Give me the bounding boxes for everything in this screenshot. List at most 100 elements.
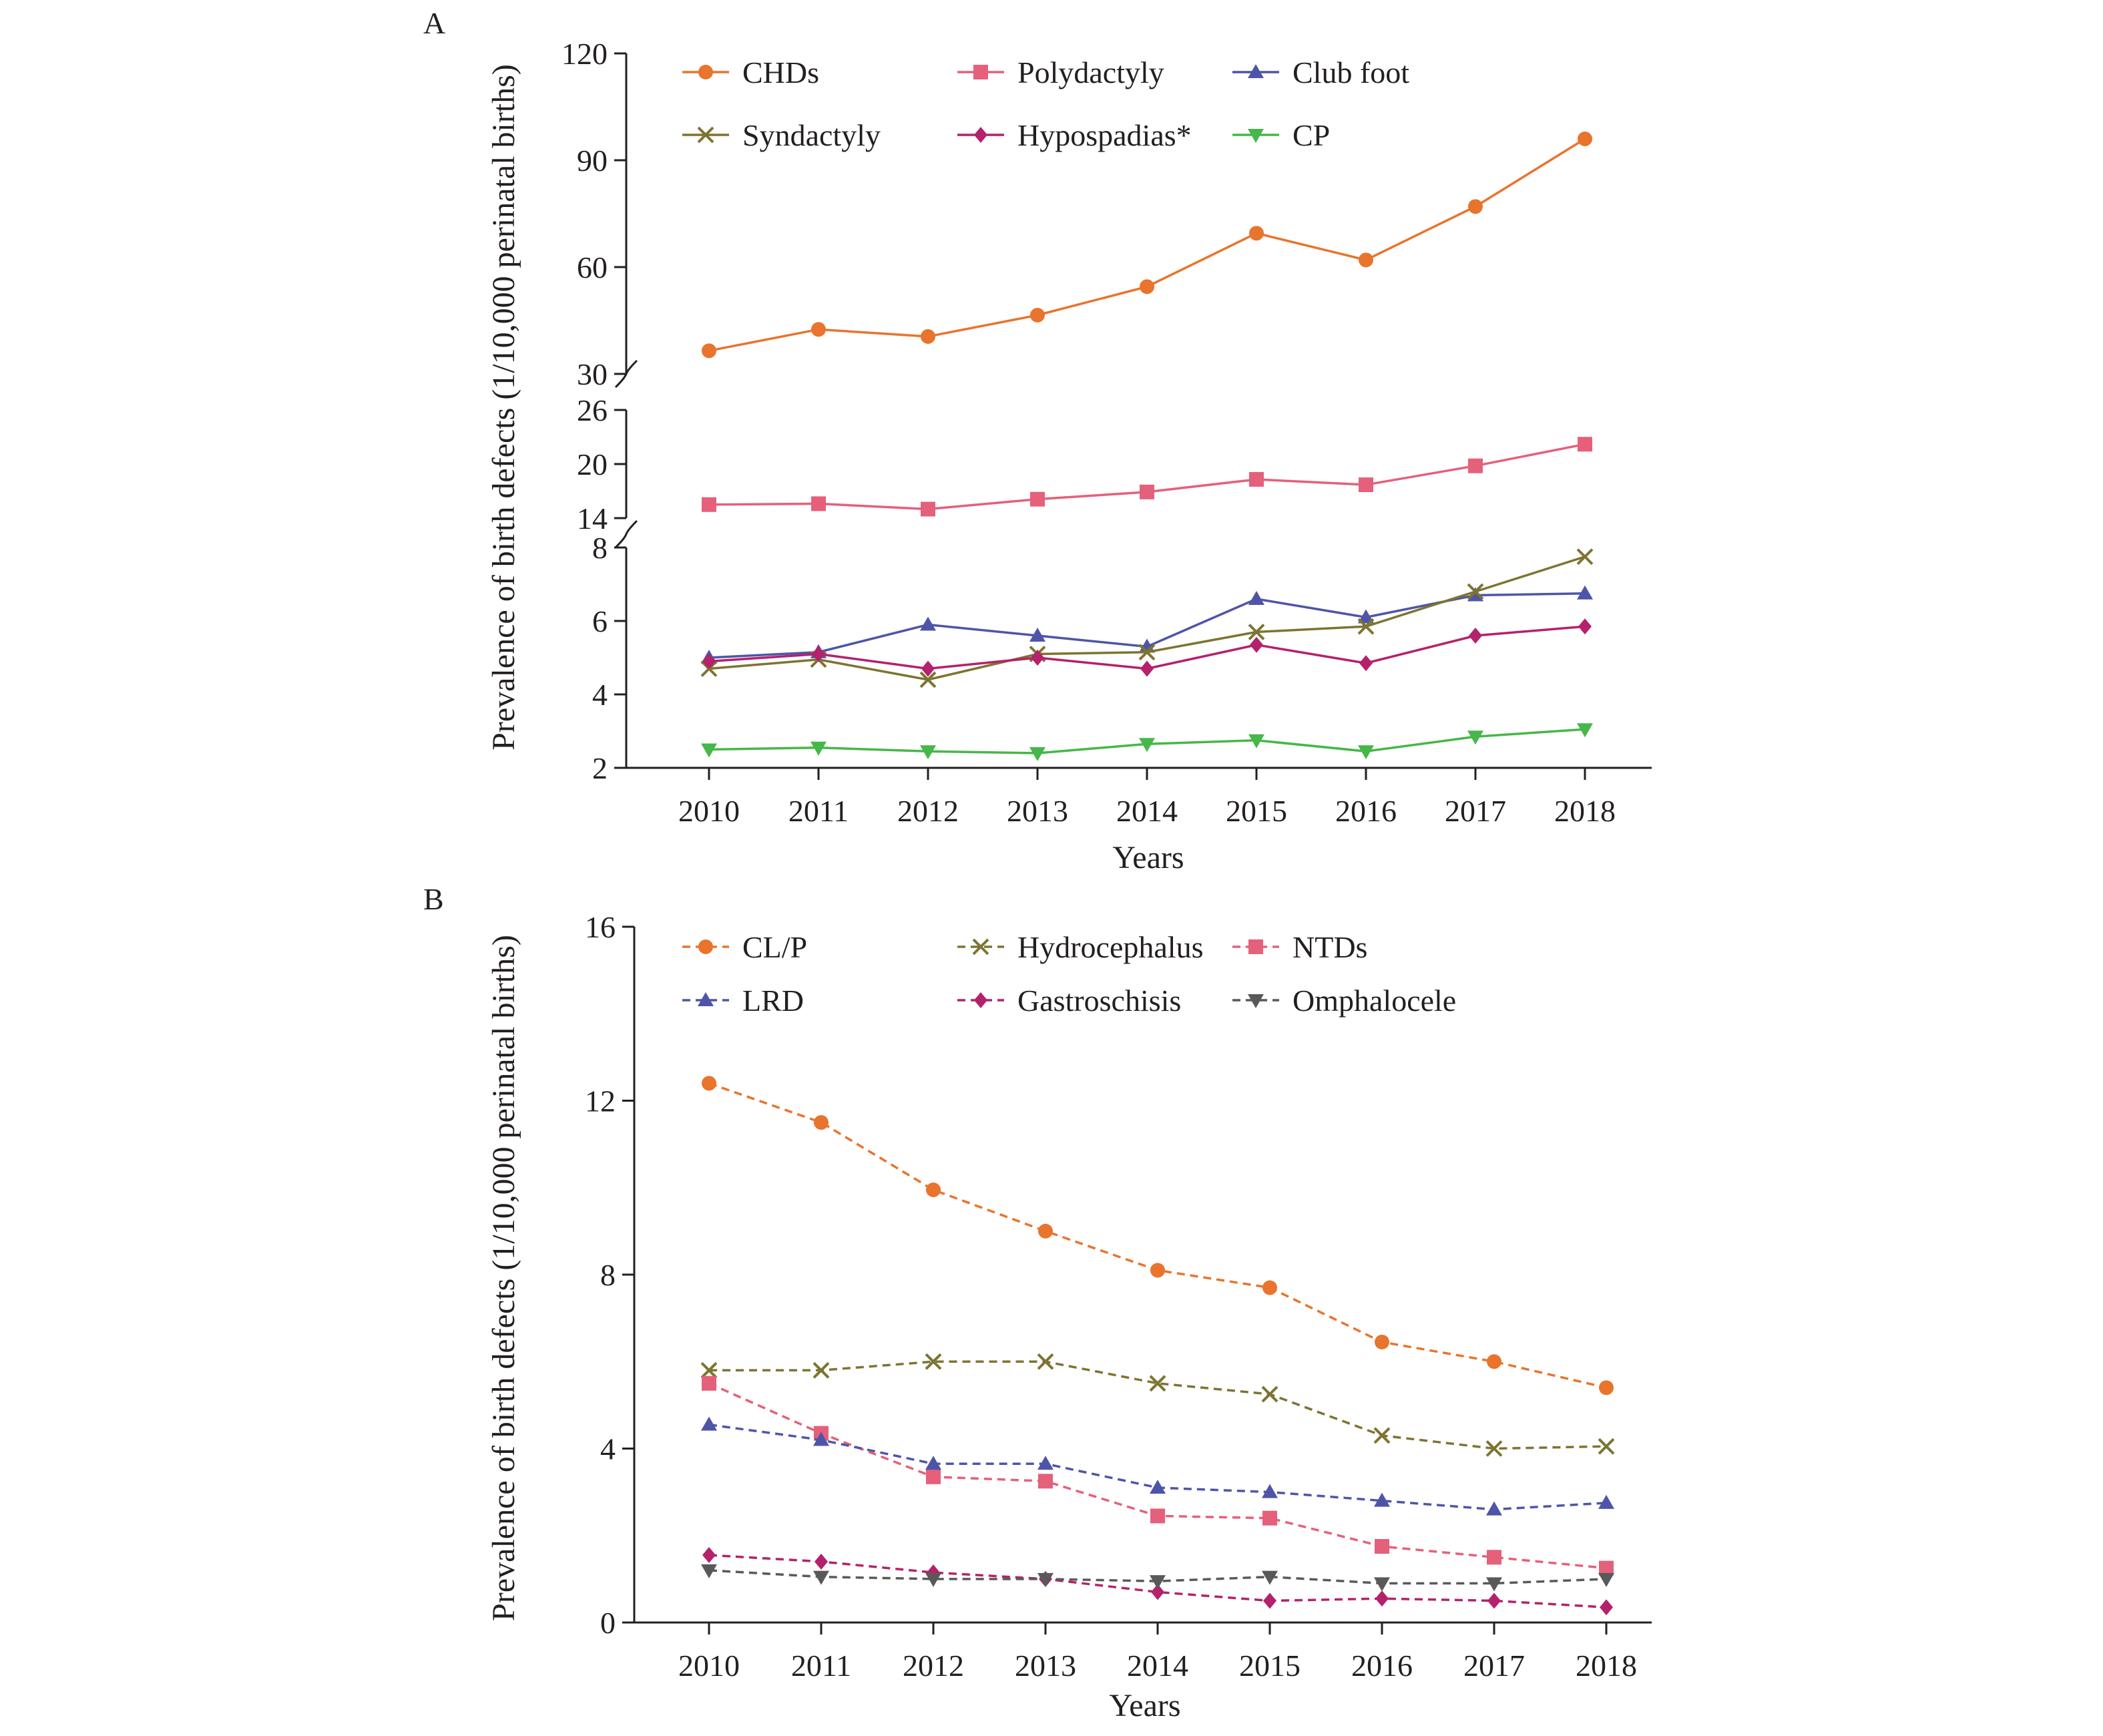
x-tick-label: 2015 (1239, 1649, 1301, 1683)
series-line-lrd (708, 1423, 1607, 1511)
series-polydactyly (702, 437, 1592, 517)
data-point-ntds-2017 (1487, 1550, 1501, 1565)
data-point-cp-2015 (1248, 734, 1264, 748)
data-point-chds-2013 (1030, 308, 1045, 322)
data-point-cl-p-2010 (702, 1076, 716, 1091)
data-point-chds-2017 (1468, 199, 1483, 214)
y-tick-label: 120 (561, 37, 608, 71)
data-point-cp-2013 (1029, 747, 1045, 761)
data-point-cl-p-2017 (1487, 1354, 1501, 1369)
legend-swatch-marker (698, 65, 713, 79)
data-point-lrd-2017 (1486, 1501, 1502, 1516)
data-point-hydrocephalus-2018 (1598, 1438, 1615, 1455)
data-point-gastroschisis-2017 (1487, 1592, 1501, 1609)
legend-item-hydrocephalus: Hydrocephalus (957, 930, 1203, 964)
legend-label: Syndactyly (742, 118, 881, 152)
series-hydrocephalus (700, 1353, 1615, 1457)
x-tick-label: 2011 (788, 794, 849, 828)
data-point-hydrocephalus-2014 (1149, 1375, 1166, 1392)
y-tick-label: 26 (577, 393, 608, 427)
data-point-cp-2018 (1577, 723, 1593, 738)
data-point-club-foot-2013 (1029, 628, 1045, 642)
data-point-omphalocele-2016 (1374, 1577, 1390, 1592)
series-cp (701, 723, 1593, 761)
data-point-gastroschisis-2010 (702, 1547, 716, 1564)
data-point-cl-p-2015 (1262, 1280, 1277, 1295)
legend-swatch-marker (1248, 939, 1263, 954)
data-point-hydrocephalus-2012 (925, 1353, 942, 1370)
series-line-polydactyly (708, 443, 1586, 511)
y-tick-label: 14 (577, 501, 608, 535)
legend-swatch-marker (973, 65, 988, 79)
y-tick-label: 4 (592, 678, 608, 712)
data-point-omphalocele-2012 (925, 1572, 941, 1587)
data-point-chds-2015 (1249, 226, 1264, 241)
data-point-hydrocephalus-2013 (1037, 1353, 1054, 1370)
x-tick-label: 2014 (1127, 1649, 1188, 1683)
panel-a-y-axis-title: Prevalence of birth defects (1/10,000 pe… (486, 64, 521, 750)
y-tick-label: 2 (592, 751, 608, 785)
series-line-hydrocephalus (709, 1360, 1607, 1450)
y-tick-label: 4 (600, 1432, 616, 1466)
data-point-polydactyly-2015 (1249, 471, 1264, 487)
data-point-ntds-2015 (1262, 1510, 1277, 1526)
data-point-cp-2016 (1358, 745, 1374, 760)
legend-swatch-marker (1248, 129, 1264, 143)
data-point-club-foot-2017 (1467, 587, 1483, 602)
data-point-club-foot-2018 (1577, 585, 1593, 600)
x-tick-label: 2010 (678, 794, 740, 828)
legend-swatch-marker (698, 939, 713, 954)
data-point-gastroschisis-2016 (1375, 1590, 1389, 1607)
data-point-hydrocephalus-2017 (1485, 1440, 1503, 1457)
panel-b-chart: B Prevalence of birth defects (1/10,000 … (423, 882, 1652, 1723)
y-tick-label: 20 (577, 447, 608, 481)
data-point-chds-2018 (1578, 132, 1592, 146)
legend-swatch-marker (1248, 994, 1264, 1008)
data-point-hypospadias-2017 (1469, 628, 1482, 644)
data-point-lrd-2011 (813, 1432, 829, 1446)
data-point-omphalocele-2017 (1486, 1577, 1502, 1592)
legend-label: Club foot (1293, 55, 1409, 89)
legend-swatch-marker (698, 992, 714, 1006)
data-point-chds-2011 (811, 322, 826, 337)
data-point-cp-2014 (1139, 738, 1155, 752)
series-hypospadias (702, 618, 1592, 677)
x-tick-label: 2011 (791, 1649, 851, 1683)
data-point-hypospadias-2011 (812, 646, 825, 662)
data-point-cl-p-2013 (1038, 1223, 1053, 1239)
data-point-syndactyly-2015 (1248, 624, 1265, 640)
legend-label: CP (1293, 118, 1330, 152)
data-point-lrd-2018 (1598, 1494, 1614, 1509)
panel-b-x-axis-title: Years (1109, 1688, 1180, 1723)
legend-swatch-marker (972, 938, 989, 955)
data-point-cp-2017 (1467, 730, 1483, 745)
x-tick-label: 2016 (1335, 794, 1397, 828)
x-tick-label: 2013 (1015, 1649, 1076, 1683)
legend-swatch-marker (974, 992, 987, 1008)
data-point-lrd-2012 (925, 1456, 941, 1470)
legend-item-cp: CP (1232, 118, 1330, 152)
legend-item-lrd: LRD (682, 984, 804, 1018)
series-lrd (701, 1416, 1614, 1516)
legend-swatch-marker (1248, 64, 1264, 78)
legend-item-hypospadias: Hypospadias* (957, 118, 1192, 152)
data-point-cl-p-2018 (1599, 1380, 1614, 1395)
data-point-club-foot-2016 (1358, 609, 1374, 624)
y-tick-label: 60 (577, 250, 608, 284)
series-chds (702, 132, 1592, 359)
data-point-lrd-2014 (1150, 1480, 1166, 1494)
data-point-hypospadias-2012 (921, 660, 935, 677)
x-tick-label: 2015 (1226, 794, 1287, 828)
series-line-omphalocele (708, 1569, 1607, 1585)
x-tick-label: 2012 (897, 794, 959, 828)
data-point-polydactyly-2013 (1030, 491, 1045, 507)
data-point-hypospadias-2014 (1140, 660, 1154, 677)
legend-label: Gastroschisis (1017, 984, 1181, 1018)
data-point-gastroschisis-2011 (814, 1553, 828, 1570)
legend-item-gastroschisis: Gastroschisis (957, 984, 1181, 1018)
data-point-ntds-2010 (702, 1375, 716, 1391)
y-tick-label: 16 (585, 910, 616, 944)
x-tick-label: 2017 (1445, 794, 1506, 828)
series-line-gastroschisis (708, 1554, 1607, 1608)
